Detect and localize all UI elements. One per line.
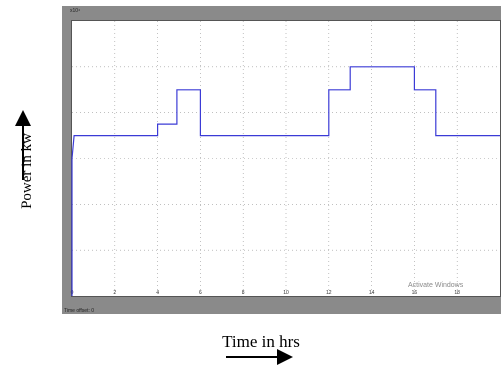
- y-axis-label-text: Power in kw: [19, 133, 35, 209]
- x-tick-label: 14: [369, 290, 375, 296]
- x-tick-label: 10: [283, 290, 289, 296]
- x-axis-label: Time in hrs: [222, 332, 300, 351]
- y-scale-factor: x10⁴: [70, 8, 81, 14]
- x-tick-label: 2: [113, 290, 116, 296]
- x-tick-label: 12: [326, 290, 332, 296]
- x-tick-label: 4: [156, 290, 159, 296]
- plot-area: [71, 20, 501, 297]
- x-tick-label: 18: [454, 290, 460, 296]
- x-tick-label: 6: [199, 290, 202, 296]
- y-axis-label: Power in kw: [0, 112, 46, 232]
- time-offset-label: Time offset: 0: [64, 308, 95, 314]
- x-tick-label: 16: [412, 290, 418, 296]
- activate-windows-watermark: Activate Windows: [408, 282, 464, 289]
- power-series-line: [71, 66, 500, 296]
- x-tick-label: 8: [242, 290, 245, 296]
